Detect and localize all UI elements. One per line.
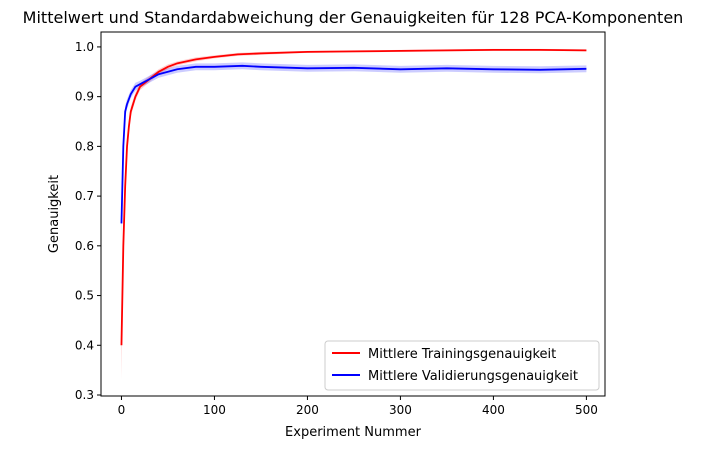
std-band-0 [121, 48, 587, 381]
std-band-1 [121, 62, 587, 239]
y-tick-label: 0.7 [75, 189, 94, 203]
series-line-0 [120, 49, 587, 346]
chart-title: Mittelwert und Standardabweichung der Ge… [23, 8, 684, 27]
y-axis-label: Genauigkeit [47, 175, 62, 253]
y-tick-label: 1.0 [75, 40, 94, 54]
x-tick-label: 0 [118, 403, 126, 417]
y-tick-label: 0.5 [75, 289, 94, 303]
x-tick-label: 200 [296, 403, 319, 417]
x-axis-label: Experiment Nummer [285, 425, 422, 440]
plot-frame [100, 31, 606, 397]
y-tick-label: 0.4 [75, 338, 94, 352]
x-tick-label: 100 [203, 403, 226, 417]
x-tick-label: 400 [482, 403, 505, 417]
legend-label-training: Mittlere Trainingsgenauigkeit [368, 347, 556, 362]
y-tick-label: 0.3 [75, 388, 94, 402]
series-line-1 [120, 64, 587, 224]
x-tick-label: 500 [575, 403, 598, 417]
legend-box [324, 340, 600, 391]
y-tick-label: 0.8 [75, 139, 94, 153]
y-tick-label: 0.9 [75, 90, 94, 104]
x-tick-label: 300 [389, 403, 412, 417]
y-tick-label: 0.6 [75, 239, 94, 253]
legend: Mittlere Trainingsgenauigkeit Mittlere V… [324, 340, 600, 391]
legend-label-validation: Mittlere Validierungsgenauigkeit [368, 369, 578, 384]
